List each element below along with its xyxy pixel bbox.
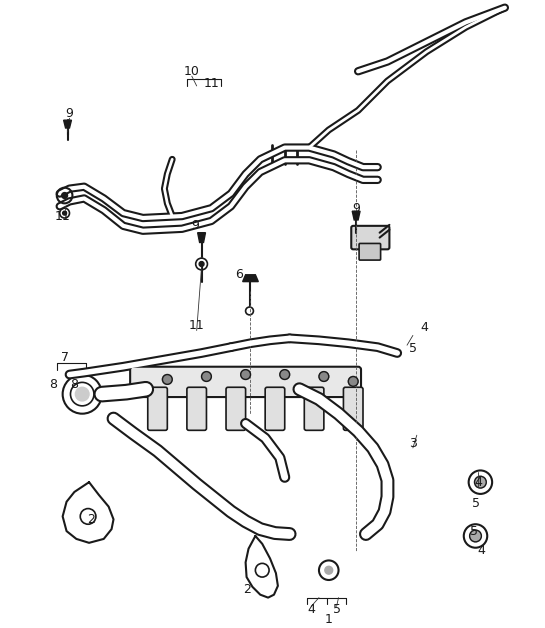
FancyBboxPatch shape [265,387,284,430]
Text: 9: 9 [352,202,360,215]
Text: 4: 4 [307,603,315,616]
Text: 3: 3 [409,436,417,450]
Text: 1: 1 [325,613,332,625]
Circle shape [75,387,89,401]
Text: 11: 11 [189,319,204,332]
Circle shape [63,211,66,215]
Circle shape [470,530,481,542]
Circle shape [319,372,329,381]
Text: 8: 8 [49,378,57,391]
Polygon shape [352,211,360,220]
Circle shape [241,370,251,379]
Text: 9: 9 [65,107,74,120]
Text: 5: 5 [332,603,341,616]
Circle shape [348,377,358,386]
Text: 2: 2 [87,513,95,526]
Text: 2: 2 [244,583,251,597]
Text: 6: 6 [235,268,243,281]
Circle shape [475,476,486,488]
Text: 11: 11 [203,77,219,90]
Circle shape [62,193,68,198]
Text: 5: 5 [409,342,417,355]
FancyBboxPatch shape [359,244,380,260]
Circle shape [199,261,204,266]
Text: 9: 9 [191,219,199,232]
FancyBboxPatch shape [148,387,167,430]
FancyBboxPatch shape [226,387,246,430]
Circle shape [325,566,332,574]
Text: 4: 4 [475,475,482,489]
FancyBboxPatch shape [187,387,207,430]
FancyBboxPatch shape [130,367,361,397]
Polygon shape [243,275,258,281]
Text: 8: 8 [70,378,78,391]
Text: 5: 5 [470,524,477,538]
Text: 10: 10 [184,65,199,78]
Text: 4: 4 [477,544,485,557]
Text: 7: 7 [60,352,69,364]
Text: 4: 4 [421,321,428,334]
Text: 11: 11 [54,210,70,222]
FancyBboxPatch shape [352,226,390,249]
FancyBboxPatch shape [343,387,363,430]
Polygon shape [64,120,71,128]
FancyBboxPatch shape [304,387,324,430]
Circle shape [162,374,172,384]
Circle shape [280,370,289,379]
Circle shape [202,372,211,381]
Polygon shape [198,233,205,242]
Text: 5: 5 [471,497,480,510]
